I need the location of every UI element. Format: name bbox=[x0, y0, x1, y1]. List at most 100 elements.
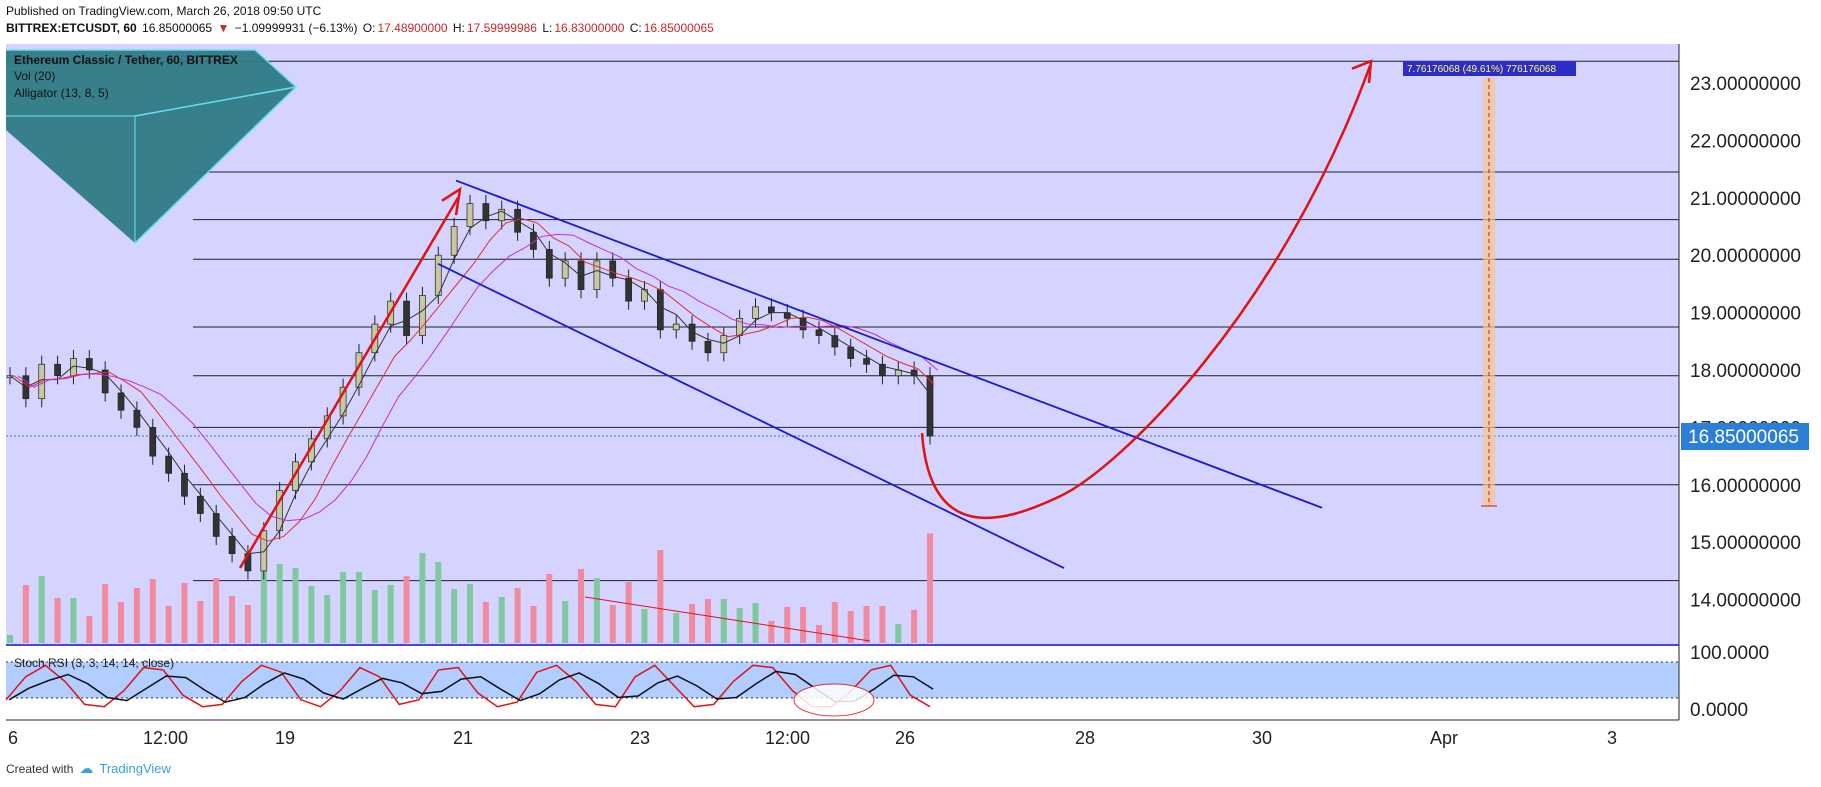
x-tick-label: 28 bbox=[1075, 728, 1095, 748]
x-tick-label: 6 bbox=[8, 728, 18, 748]
candle-body bbox=[561, 260, 569, 279]
x-tick-label: 12:00 bbox=[143, 728, 188, 748]
rally-arrowhead bbox=[441, 186, 462, 216]
volume-bar bbox=[229, 596, 236, 643]
symbol-text: BITTREX:ETCUSDT, 60 bbox=[6, 21, 137, 35]
target-label: 7.76176068 (49.61%) 776176068 bbox=[1407, 64, 1556, 75]
created-with-text: Created with bbox=[6, 761, 74, 776]
candle-body bbox=[260, 530, 268, 572]
volume-bar bbox=[895, 624, 902, 643]
candle-body bbox=[196, 495, 204, 514]
candle-body bbox=[720, 335, 728, 354]
volume-bar bbox=[149, 579, 156, 643]
y-axis: 23.00000000 22.00000000 21.00000000 20.0000… bbox=[1678, 44, 1801, 721]
descending-channel[interactable] bbox=[437, 179, 1323, 569]
last-price-box bbox=[1681, 423, 1809, 450]
y-tick-label: 22.00000000 bbox=[1690, 131, 1801, 152]
volume-bar bbox=[387, 585, 394, 643]
volume-bar bbox=[260, 555, 267, 643]
volume-bar bbox=[86, 616, 93, 643]
volume-bar bbox=[593, 578, 600, 643]
volume-bar bbox=[498, 597, 505, 643]
x-tick-label: 30 bbox=[1252, 728, 1272, 748]
volume-bar bbox=[482, 602, 489, 643]
channel-lower-line bbox=[437, 263, 1065, 569]
candle-body bbox=[165, 455, 172, 474]
open-label: O: bbox=[362, 21, 376, 35]
open-value: 17.48900000 bbox=[377, 21, 448, 35]
volume-bar bbox=[38, 576, 45, 643]
volume-bar bbox=[800, 607, 807, 643]
candle-body bbox=[70, 358, 77, 377]
volume-bar bbox=[403, 576, 410, 643]
candle-body bbox=[593, 260, 601, 290]
volume-bar bbox=[815, 625, 822, 643]
candle-body bbox=[768, 306, 775, 313]
x-tick-label: 12:00 bbox=[765, 728, 810, 748]
candle-body bbox=[656, 289, 664, 331]
candle-body bbox=[815, 329, 823, 336]
y-tick-label: 21.00000000 bbox=[1690, 189, 1801, 210]
volume-bar bbox=[70, 598, 77, 643]
candle-body bbox=[863, 358, 870, 365]
rally-arrow-line bbox=[238, 197, 460, 569]
volume-bar bbox=[340, 572, 347, 643]
target-label-box bbox=[1403, 61, 1576, 76]
candle-body bbox=[101, 369, 109, 394]
candle-body bbox=[212, 513, 220, 537]
volume-bar bbox=[641, 609, 648, 643]
volume-bar bbox=[244, 605, 251, 643]
candle-body bbox=[672, 323, 680, 331]
candle-body bbox=[181, 472, 188, 497]
volume-bar bbox=[768, 621, 775, 643]
target-measure[interactable] bbox=[1481, 78, 1497, 507]
volume-bar bbox=[197, 601, 204, 643]
alligator-line bbox=[9, 210, 931, 555]
stoch-y-tick-label: 100.0000 bbox=[1690, 643, 1769, 664]
volume-bar bbox=[736, 608, 743, 643]
chart-background bbox=[6, 44, 1679, 646]
projection-curve[interactable] bbox=[238, 59, 1373, 569]
volume-bar bbox=[673, 613, 680, 643]
volume-bar bbox=[451, 589, 458, 643]
candle-body bbox=[625, 277, 632, 302]
down-arrow-icon: ▼ bbox=[217, 21, 230, 35]
candle-body bbox=[704, 340, 712, 354]
candle-body bbox=[482, 203, 490, 222]
volume-bar bbox=[578, 569, 585, 643]
volume-bar bbox=[657, 550, 664, 643]
stoch-y-tick-label: 0.0000 bbox=[1690, 700, 1748, 721]
y-tick-label: 14.00000000 bbox=[1690, 591, 1801, 612]
candle-body bbox=[545, 249, 553, 279]
volume-bar bbox=[54, 598, 61, 643]
volume-bar bbox=[308, 586, 315, 643]
high-value: 17.59999986 bbox=[466, 21, 537, 35]
last-price-label: 16.85000065 bbox=[1688, 427, 1799, 448]
volume-bar bbox=[530, 606, 537, 643]
candle-body bbox=[609, 260, 617, 279]
volume-bar bbox=[927, 533, 933, 643]
volume-bar bbox=[133, 588, 140, 643]
volume-bar bbox=[863, 606, 870, 643]
tradingview-brand[interactable]: TradingView bbox=[99, 761, 171, 776]
volume-bar bbox=[704, 599, 711, 643]
candle-body bbox=[149, 427, 157, 457]
tradingview-cloud-icon: ☁ bbox=[79, 760, 94, 776]
x-tick-label: 3 bbox=[1607, 728, 1617, 748]
stoch-label: Stoch RSI (3, 3, 14, 14, close) bbox=[14, 656, 174, 670]
volume-bar bbox=[419, 553, 426, 643]
alligator-lines bbox=[9, 210, 939, 555]
volume-bar bbox=[546, 574, 553, 643]
volume-bar bbox=[689, 604, 696, 643]
volume-bar bbox=[784, 607, 791, 643]
candle-body bbox=[85, 358, 93, 371]
alligator-line bbox=[17, 233, 939, 522]
legend-title: Ethereum Classic / Tether, 60, BITTREX bbox=[14, 53, 238, 67]
volume-bar bbox=[7, 635, 13, 643]
low-value: 16.83000000 bbox=[554, 21, 625, 35]
published-line: Published on TradingView.com, March 26, … bbox=[6, 4, 322, 18]
footer: Created with ☁ TradingView bbox=[6, 760, 171, 777]
stoch-highlight-ellipse bbox=[793, 683, 875, 717]
y-tick-label: 19.00000000 bbox=[1690, 304, 1801, 325]
